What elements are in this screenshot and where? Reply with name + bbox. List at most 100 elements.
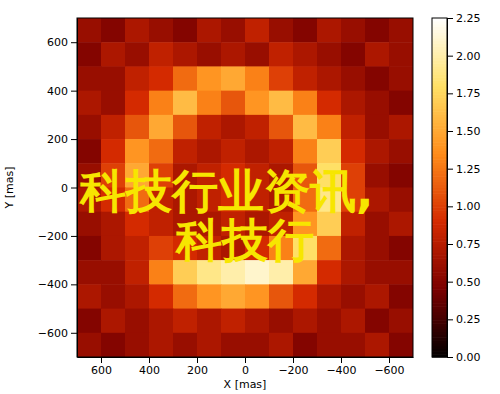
heat-cell <box>317 18 342 43</box>
heat-cell <box>101 260 126 285</box>
heat-cell <box>125 309 150 334</box>
colorbar <box>432 18 447 358</box>
tick: 200 <box>47 133 77 146</box>
heat-cell <box>317 66 342 91</box>
axis-line <box>77 19 78 358</box>
heat-cell <box>149 66 174 91</box>
heat-cell <box>173 18 198 43</box>
heat-cell <box>341 42 366 67</box>
heat-cell <box>389 284 413 309</box>
heat-cell <box>269 66 294 91</box>
tick: 600 <box>47 36 77 49</box>
heat-cell <box>77 260 102 285</box>
tick-mark <box>71 236 77 237</box>
tick-label: 600 <box>47 36 68 49</box>
heat-cell <box>293 91 318 116</box>
tick-mark <box>389 357 390 363</box>
tick-mark <box>71 188 77 189</box>
tick: 400 <box>139 357 160 377</box>
tick-label: 0.25 <box>456 313 481 326</box>
tick: 2.00 <box>447 50 481 63</box>
tick-mark <box>447 244 453 245</box>
heat-cell <box>245 284 270 309</box>
heat-cell <box>341 333 366 357</box>
heat-cell <box>173 66 198 91</box>
heat-cell <box>365 66 390 91</box>
heat-cell <box>149 333 174 357</box>
tick-label: −600 <box>38 327 68 340</box>
tick-label: 600 <box>91 364 112 377</box>
heat-cell <box>293 66 318 91</box>
heat-cell <box>221 91 246 116</box>
heat-cell <box>149 309 174 334</box>
tick: 400 <box>47 85 77 98</box>
heat-cell <box>149 115 174 140</box>
heat-cell <box>317 42 342 67</box>
heat-cell <box>269 309 294 334</box>
heat-cell <box>317 260 342 285</box>
heat-cell <box>269 91 294 116</box>
tick-mark <box>197 357 198 363</box>
heat-cell <box>221 115 246 140</box>
heat-cell <box>173 115 198 140</box>
heat-cell <box>77 66 102 91</box>
heat-cell <box>221 139 246 164</box>
heat-cell <box>197 18 222 43</box>
tick: −400 <box>326 357 356 377</box>
heat-cell <box>317 236 342 261</box>
heat-cell <box>341 236 366 261</box>
heat-cell <box>317 333 342 357</box>
heat-cell <box>149 260 174 285</box>
axis-line <box>447 19 448 358</box>
heat-cell <box>365 284 390 309</box>
tick-mark <box>447 206 453 207</box>
tick-mark <box>447 18 453 19</box>
heat-cell <box>365 91 390 116</box>
heat-cell <box>101 18 126 43</box>
heat-cell <box>173 284 198 309</box>
heat-cell <box>341 66 366 91</box>
heat-cell <box>221 309 246 334</box>
heat-cell <box>365 115 390 140</box>
heat-cell <box>341 284 366 309</box>
colorbar-step <box>432 18 447 21</box>
heat-cell <box>221 333 246 357</box>
heat-cell <box>341 115 366 140</box>
heat-cell <box>293 309 318 334</box>
heat-cell <box>125 18 150 43</box>
overlay-text: 科技行 <box>174 213 314 267</box>
heat-cell <box>125 333 150 357</box>
heat-cell <box>77 115 102 140</box>
tick-label: 2.25 <box>456 12 481 25</box>
heat-cell <box>221 66 246 91</box>
heat-cell <box>365 139 390 164</box>
tick-label: 2.00 <box>456 50 481 63</box>
heat-cell <box>317 139 342 164</box>
heat-cell <box>389 333 413 357</box>
heat-cell <box>125 91 150 116</box>
heat-cell <box>293 18 318 43</box>
heat-cell <box>149 139 174 164</box>
tick-label: 0 <box>61 182 68 195</box>
tick-label: −200 <box>278 364 308 377</box>
tick-mark <box>447 319 453 320</box>
heat-cell <box>269 139 294 164</box>
heat-cell <box>293 284 318 309</box>
tick-mark <box>71 333 77 334</box>
heat-cell <box>317 309 342 334</box>
heat-cell <box>365 236 390 261</box>
heat-cell <box>245 139 270 164</box>
tick-mark <box>447 56 453 57</box>
heat-cell <box>269 42 294 67</box>
heat-cell <box>341 91 366 116</box>
tick: −400 <box>38 278 77 291</box>
tick-mark <box>71 139 77 140</box>
x-axis-title: X [mas] <box>224 378 267 391</box>
heat-cell <box>389 260 413 285</box>
tick-label: −400 <box>326 364 356 377</box>
tick-mark <box>447 357 453 358</box>
heat-cell <box>365 42 390 67</box>
tick: 1.75 <box>447 87 481 100</box>
y-axis-title: Y [mas] <box>3 167 16 210</box>
heat-cell <box>101 236 126 261</box>
